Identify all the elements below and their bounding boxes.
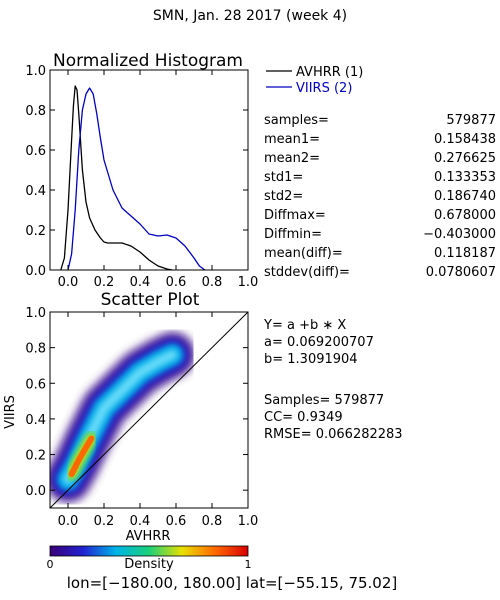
scatter-title: Scatter Plot xyxy=(101,290,200,310)
colorbar-label: Density xyxy=(124,557,174,572)
stat-value: 0.186740 xyxy=(433,189,496,204)
one-to-one-line xyxy=(49,311,249,509)
stat-label: Diffmax= xyxy=(264,208,326,223)
metric-cc: CC= 0.9349 xyxy=(264,410,343,425)
stat-label: std2= xyxy=(264,189,304,204)
stat-value: 579877 xyxy=(446,113,496,128)
legend-label-viirs: VIIRS (2) xyxy=(296,81,352,96)
histogram-xtick-label: 1.0 xyxy=(238,275,259,290)
legend-label-avhrr: AVHRR (1) xyxy=(296,65,363,80)
stat-label: stddev(diff)= xyxy=(264,265,350,280)
histogram-xtick-label: 0.8 xyxy=(202,275,223,290)
stat-label: mean(diff)= xyxy=(264,246,343,261)
scatter-ytick-label: 0.2 xyxy=(25,449,46,464)
histogram-xtick-label: 0.0 xyxy=(58,275,79,290)
stat-value: 0.678000 xyxy=(433,208,496,223)
scatter-xtick-label: 0.0 xyxy=(58,514,79,529)
scatter-xlabel: AVHRR xyxy=(126,529,171,544)
scatter-xtick-label: 0.4 xyxy=(130,514,151,529)
scatter-ylabel: VIIRS xyxy=(3,395,18,429)
scatter-ytick-label: 0.6 xyxy=(25,377,46,392)
histogram-series xyxy=(60,85,206,271)
density-core-orange xyxy=(68,435,95,478)
fit-a: a= 0.069200707 xyxy=(264,335,374,350)
histogram-line-avhrr xyxy=(60,85,173,271)
histogram-xtick-label: 0.6 xyxy=(166,275,187,290)
fit-b: b= 1.3091904 xyxy=(264,352,358,367)
scatter-ytick-label: 0.8 xyxy=(25,342,46,357)
stat-label: samples= xyxy=(264,113,329,128)
scatter-xtick-label: 0.2 xyxy=(94,514,115,529)
metric-rmse: RMSE= 0.066282283 xyxy=(264,427,403,442)
histogram-legend: AVHRR (1) VIIRS (2) xyxy=(266,65,363,96)
histogram-ytick-label: 0.2 xyxy=(25,224,46,239)
histogram-xtick-label: 0.4 xyxy=(130,275,151,290)
histogram-line-viirs xyxy=(67,87,206,271)
histogram-ytick-label: 1.0 xyxy=(25,64,46,79)
histogram-xtick-label: 0.2 xyxy=(94,275,115,290)
histogram-ytick-label: 0.8 xyxy=(25,104,46,119)
page-title: SMN, Jan. 28 2017 (week 4) xyxy=(153,8,347,24)
stat-value: 0.158438 xyxy=(433,132,496,147)
stat-label: std1= xyxy=(264,170,304,185)
histogram-title: Normalized Histogram xyxy=(53,51,243,71)
stat-value: 0.0780607 xyxy=(425,265,496,280)
histogram-frame xyxy=(49,69,249,271)
region-footer: lon=[−180.00, 180.00] lat=[−55.15, 75.02… xyxy=(67,574,397,592)
stat-value: 0.133353 xyxy=(433,170,496,185)
histogram-ytick-label: 0.4 xyxy=(25,184,46,199)
metric-samples: Samples= 579877 xyxy=(264,393,384,408)
scatter-xtick-label: 0.8 xyxy=(202,514,223,529)
stat-value: −0.403000 xyxy=(423,227,496,242)
stat-label: mean2= xyxy=(264,151,321,166)
histogram-axes: 0.0 0.2 0.4 0.6 0.8 1.0 0.0 0.2 0.4 0.6 0.8 1.0 xyxy=(25,64,258,290)
scatter-xtick-label: 1.0 xyxy=(238,514,259,529)
scatter-frame xyxy=(49,311,249,509)
scatter-ytick-label: 0.4 xyxy=(25,413,46,428)
histogram-ytick-label: 0.6 xyxy=(25,144,46,159)
stat-label: Diffmin= xyxy=(264,227,322,242)
scatter-xtick-label: 0.6 xyxy=(166,514,187,529)
fit-equation: Y= a +b ∗ X xyxy=(263,318,346,333)
stat-value: 0.276625 xyxy=(433,151,496,166)
colorbar-min-label: 0 xyxy=(47,558,54,571)
histogram-ytick-label: 0.0 xyxy=(25,264,46,279)
fit-block: Y= a +b ∗ X a= 0.069200707 b= 1.3091904 … xyxy=(263,318,403,442)
scatter-ytick-label: 0.0 xyxy=(25,484,46,499)
colorbar-max-label: 1 xyxy=(245,558,252,571)
stat-value: 0.118187 xyxy=(433,246,496,261)
scatter-density xyxy=(50,332,195,502)
colorbar xyxy=(49,545,249,557)
stat-label: mean1= xyxy=(264,132,321,147)
scatter-axes: 0.0 0.2 0.4 0.6 0.8 1.0 0.0 0.2 0.4 0.6 0.8 1.0 xyxy=(25,306,258,529)
scatter-ytick-label: 1.0 xyxy=(25,306,46,321)
